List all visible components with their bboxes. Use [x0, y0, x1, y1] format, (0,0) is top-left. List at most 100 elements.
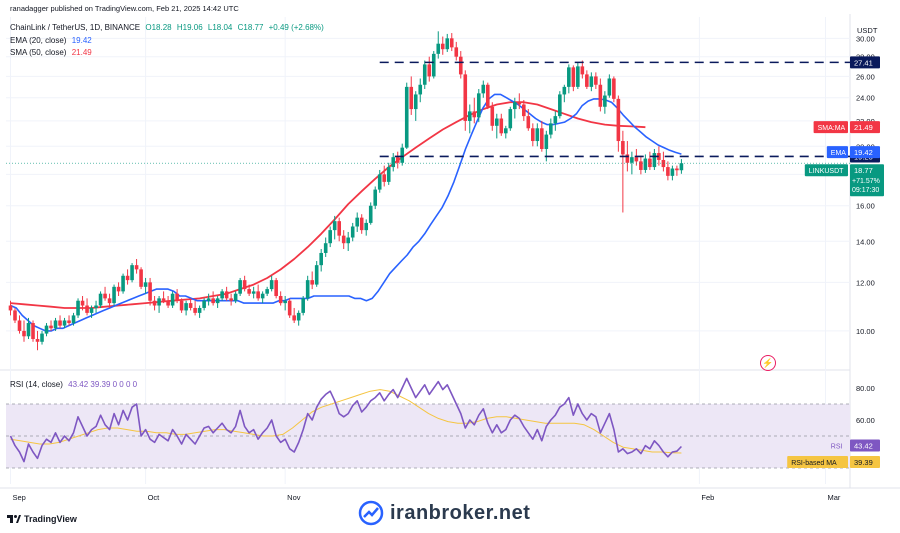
candle-body — [314, 265, 319, 285]
candle-body — [337, 221, 341, 236]
candle — [643, 154, 648, 173]
rsi-ma-value-tag-label: 39.39 — [854, 458, 873, 467]
candle-body — [431, 53, 436, 77]
candle-body — [251, 291, 256, 294]
candle — [229, 293, 233, 306]
candle — [494, 113, 499, 139]
candle — [116, 282, 121, 297]
candle-body — [675, 168, 679, 171]
candle-body — [206, 298, 211, 301]
candle-body — [404, 86, 409, 148]
candle-body — [413, 94, 418, 110]
candle-body — [107, 298, 112, 304]
candle — [310, 271, 314, 290]
candle — [53, 317, 58, 331]
candle — [215, 296, 220, 308]
candle — [283, 296, 287, 311]
candle-body — [603, 95, 607, 107]
candle-body — [89, 307, 94, 313]
rsi-legend[interactable]: RSI (14, close) 43.42 39.39 0 0 0 0 — [10, 380, 137, 389]
candle — [287, 298, 292, 318]
candle — [58, 315, 62, 329]
rsi-name-tag-bg — [826, 439, 848, 452]
candle — [161, 291, 166, 304]
candle — [31, 320, 35, 342]
candle-body — [503, 128, 508, 134]
candle — [206, 293, 211, 306]
candle-body — [242, 280, 247, 290]
candle — [440, 36, 445, 55]
sma-price-tag-bg — [850, 121, 880, 134]
candle — [125, 269, 130, 285]
candle-body — [621, 141, 625, 155]
candle-body — [386, 167, 391, 182]
candle — [503, 125, 508, 139]
candle — [508, 106, 513, 131]
candle-body — [94, 305, 98, 308]
tradingview-mark-icon — [7, 515, 21, 523]
candle — [567, 64, 571, 94]
time-tick-label: Mar — [827, 493, 840, 502]
candle — [427, 56, 432, 82]
rsi-ma-name-tag-label: RSI-based MA — [791, 460, 837, 467]
close-value: C18.77 — [237, 23, 264, 32]
symbol-legend[interactable]: ChainLink / TetherUS, 1D, BINANCE O18.28… — [10, 23, 324, 32]
candle-body — [67, 320, 71, 324]
candle-body — [287, 300, 292, 316]
tradingview-brand: TradingView — [24, 514, 77, 524]
level-price-tag-label: 27.41 — [854, 58, 873, 67]
candle-body — [531, 128, 535, 142]
boost-icon[interactable]: ⚡ — [760, 355, 776, 371]
candle-body — [643, 158, 648, 170]
candle-body — [323, 243, 328, 253]
candle-body — [71, 315, 76, 324]
ema-legend[interactable]: EMA (20, close) 19.42 — [10, 36, 92, 45]
candle — [562, 84, 567, 103]
candle-body — [580, 66, 585, 75]
candle-body — [130, 265, 134, 281]
candle — [422, 60, 427, 90]
sma-legend[interactable]: SMA (50, close) 21.49 — [10, 48, 92, 57]
candle-body — [612, 78, 616, 99]
rsi-values: 43.42 39.39 0 0 0 0 — [68, 380, 138, 389]
candle-body — [391, 157, 396, 168]
candle — [400, 143, 405, 166]
candle — [350, 222, 355, 242]
watermark-logo-icon — [358, 500, 384, 526]
candle — [26, 317, 31, 340]
rsi-band-layer — [6, 403, 850, 469]
candle — [679, 159, 684, 174]
candle-body — [44, 325, 49, 334]
tradingview-logo[interactable]: TradingView — [7, 514, 77, 524]
candle-body — [62, 320, 67, 326]
sma-price-tag: 21.49 — [850, 121, 880, 134]
candle — [184, 300, 188, 316]
candle — [107, 293, 112, 308]
candle-body — [652, 153, 657, 168]
candle — [476, 89, 481, 123]
rsi-label: RSI (14, close) — [10, 380, 63, 389]
rsi-layer — [9, 377, 682, 463]
candle-body — [648, 158, 652, 168]
last-price-change: +71.57% — [852, 178, 880, 185]
candle — [449, 33, 454, 52]
candle-body — [193, 307, 197, 313]
candle — [576, 62, 580, 90]
candle-body — [427, 64, 432, 77]
time-tick-label: Oct — [148, 493, 161, 502]
candle — [445, 33, 450, 52]
candle — [341, 230, 346, 250]
candle — [454, 41, 459, 61]
currency-label: USDT — [857, 26, 878, 35]
candle — [314, 261, 319, 287]
candle — [499, 113, 504, 136]
candle-body — [319, 252, 323, 266]
candle — [278, 291, 283, 306]
ema-name-tag-bg — [826, 146, 848, 159]
candle — [35, 330, 40, 351]
candle — [598, 78, 603, 112]
high-value: H19.06 — [176, 23, 203, 32]
candle-body — [440, 43, 445, 50]
candle-body — [161, 298, 166, 301]
